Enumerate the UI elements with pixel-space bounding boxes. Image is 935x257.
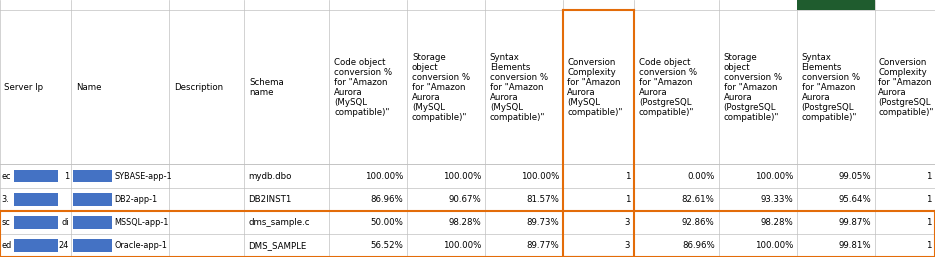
Bar: [14, 239, 58, 252]
Text: Conversion
Complexity
for "Amazon
Aurora
(MySQL
compatible)": Conversion Complexity for "Amazon Aurora…: [568, 58, 623, 117]
Text: 1: 1: [927, 195, 932, 204]
Text: Server Ip: Server Ip: [5, 83, 43, 92]
Text: 100.00%: 100.00%: [521, 171, 559, 181]
Text: ec: ec: [2, 171, 11, 181]
Text: ed: ed: [2, 241, 11, 250]
Text: 99.81%: 99.81%: [838, 241, 870, 250]
Text: SYBASE-app-1: SYBASE-app-1: [114, 171, 172, 181]
Text: 92.86%: 92.86%: [682, 218, 714, 227]
Text: Description: Description: [174, 83, 223, 92]
Text: 50.00%: 50.00%: [370, 218, 403, 227]
Text: sc: sc: [2, 218, 10, 227]
Text: 81.57%: 81.57%: [526, 195, 559, 204]
Text: 100.00%: 100.00%: [443, 241, 482, 250]
Text: DB2INST1: DB2INST1: [249, 195, 292, 204]
Text: 100.00%: 100.00%: [443, 171, 482, 181]
Text: mydb.dbo: mydb.dbo: [249, 171, 292, 181]
Text: 3: 3: [625, 218, 630, 227]
Text: 98.28%: 98.28%: [760, 218, 793, 227]
Text: Oracle-app-1: Oracle-app-1: [114, 241, 167, 250]
Text: 86.96%: 86.96%: [370, 195, 403, 204]
Text: 1: 1: [927, 241, 932, 250]
Text: DB2-app-1: DB2-app-1: [114, 195, 157, 204]
Text: 1: 1: [64, 171, 69, 181]
Bar: [73, 239, 112, 252]
Text: 3.: 3.: [2, 195, 9, 204]
Text: 0.00%: 0.00%: [687, 171, 714, 181]
Bar: [73, 193, 112, 206]
Text: 100.00%: 100.00%: [755, 171, 793, 181]
Text: 100.00%: 100.00%: [755, 241, 793, 250]
Text: Storage
object
conversion %
for "Amazon
Aurora
(PostgreSQL
compatible)": Storage object conversion % for "Amazon …: [724, 53, 782, 122]
Text: dms_sample.c: dms_sample.c: [249, 218, 309, 227]
Text: 1: 1: [927, 218, 932, 227]
Bar: [14, 216, 58, 229]
Bar: [73, 216, 112, 229]
Text: 24: 24: [59, 241, 69, 250]
Text: 100.00%: 100.00%: [365, 171, 403, 181]
Text: 99.87%: 99.87%: [838, 218, 870, 227]
Text: 1: 1: [625, 171, 630, 181]
Text: 86.96%: 86.96%: [682, 241, 714, 250]
Text: 3: 3: [625, 241, 630, 250]
Text: Storage
object
conversion %
for "Amazon
Aurora
(MySQL
compatible)": Storage object conversion % for "Amazon …: [412, 53, 470, 122]
Text: DMS_SAMPLE: DMS_SAMPLE: [249, 241, 307, 250]
Text: Syntax
Elements
conversion %
for "Amazon
Aurora
(MySQL
compatible)": Syntax Elements conversion % for "Amazon…: [490, 53, 548, 122]
Text: 89.73%: 89.73%: [526, 218, 559, 227]
Text: 99.05%: 99.05%: [838, 171, 870, 181]
Text: Syntax
Elements
conversion %
for "Amazon
Aurora
(PostgreSQL
compatible)": Syntax Elements conversion % for "Amazon…: [801, 53, 859, 122]
Text: 89.77%: 89.77%: [526, 241, 559, 250]
Text: 95.64%: 95.64%: [838, 195, 870, 204]
Text: Name: Name: [77, 83, 102, 92]
Text: 98.28%: 98.28%: [449, 218, 482, 227]
Text: Conversion
Complexity
for "Amazon
Aurora
(PostgreSQL
compatible)": Conversion Complexity for "Amazon Aurora…: [878, 58, 934, 117]
Bar: [14, 170, 58, 182]
Text: 1: 1: [625, 195, 630, 204]
Text: Code object
conversion %
for "Amazon
Aurora
(MySQL
compatible)": Code object conversion % for "Amazon Aur…: [334, 58, 392, 117]
Bar: [73, 170, 112, 182]
Text: 93.33%: 93.33%: [760, 195, 793, 204]
Text: di: di: [62, 218, 69, 227]
Bar: [797, 0, 875, 10]
Text: 56.52%: 56.52%: [370, 241, 403, 250]
Text: 1: 1: [927, 171, 932, 181]
Bar: [14, 193, 58, 206]
Text: 90.67%: 90.67%: [449, 195, 482, 204]
Text: Code object
conversion %
for "Amazon
Aurora
(PostgreSQL
compatible)": Code object conversion % for "Amazon Aur…: [639, 58, 697, 117]
Text: MSSQL-app-1: MSSQL-app-1: [114, 218, 168, 227]
Text: 82.61%: 82.61%: [682, 195, 714, 204]
Text: Schema
name: Schema name: [250, 78, 284, 97]
